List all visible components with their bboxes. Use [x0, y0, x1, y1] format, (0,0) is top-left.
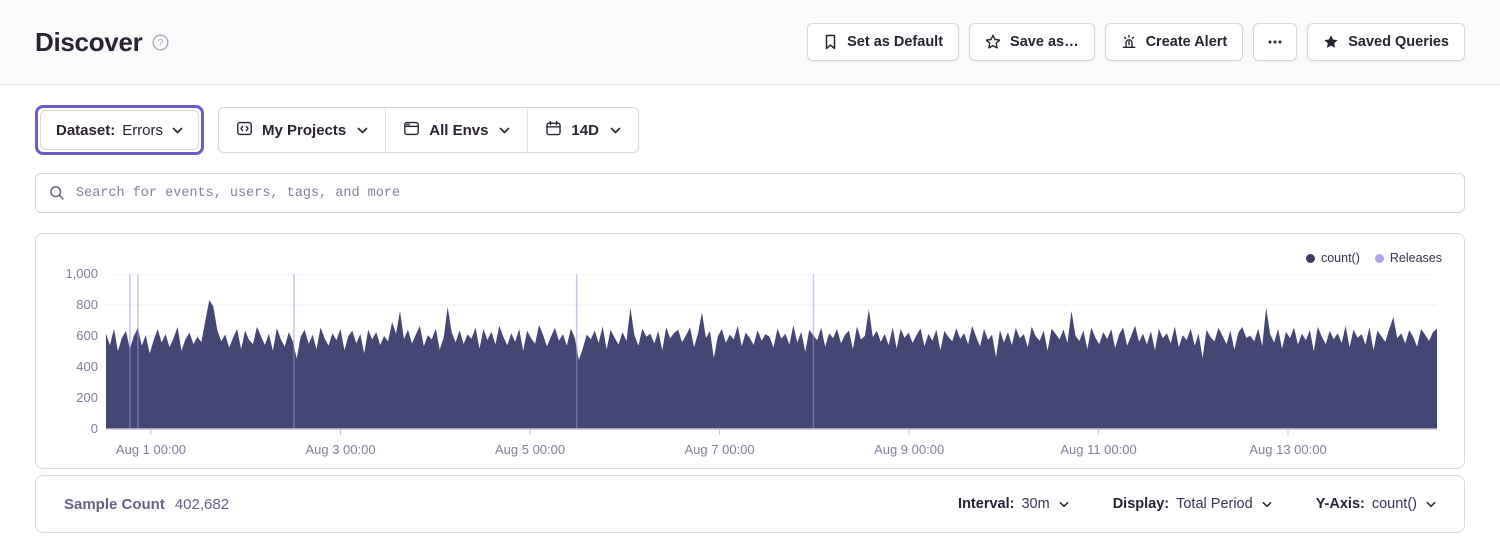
page-filter-bar: My Projects All Envs 14D	[218, 107, 639, 153]
y-axis-tick-label: 800	[76, 297, 98, 312]
save-as-button[interactable]: Save as…	[969, 23, 1095, 61]
chevron-down-icon	[172, 127, 183, 134]
count-area-series	[106, 300, 1437, 429]
set-as-default-label: Set as Default	[847, 34, 944, 50]
legend-label-releases: Releases	[1389, 251, 1442, 265]
chevron-down-icon	[499, 127, 510, 134]
y-axis-tick-label: 0	[90, 421, 98, 436]
x-axis-tick-label: Aug 1 00:00	[115, 442, 187, 457]
x-axis-tick-label: Aug 9 00:00	[874, 442, 945, 457]
y-axis-labels: 0 200 400 600 800 1,000	[36, 234, 98, 468]
releases-series-dot	[1374, 253, 1384, 263]
window-icon	[403, 120, 420, 141]
x-axis-labels: Aug 1 00:00 Aug 3 00:00 Aug 5 00:00 Aug 7 0…	[106, 442, 1437, 458]
saved-queries-button[interactable]: Saved Queries	[1307, 23, 1465, 61]
save-as-label: Save as…	[1010, 34, 1079, 50]
chevron-down-icon	[1262, 501, 1272, 508]
interval-dropdown[interactable]: Interval: 30m	[958, 496, 1069, 512]
page-header: Discover ? Set as Default Save as… Creat…	[0, 0, 1500, 85]
search-row	[0, 155, 1500, 213]
y-axis-tick-label: 400	[76, 359, 98, 374]
count-series-dot	[1305, 253, 1315, 263]
more-options-button[interactable]	[1253, 23, 1298, 61]
create-alert-button[interactable]: Create Alert	[1104, 23, 1244, 61]
search-icon	[49, 185, 65, 201]
set-as-default-button[interactable]: Set as Default	[807, 23, 960, 61]
y-axis-tick-label: 1,000	[65, 266, 98, 281]
date-range-dropdown[interactable]: 14D	[527, 108, 638, 152]
dataset-highlight: Dataset: Errors	[35, 105, 205, 155]
bookmark-icon	[823, 34, 838, 50]
search-box	[35, 173, 1465, 213]
legend-item-releases[interactable]: Releases	[1374, 251, 1442, 265]
display-dropdown[interactable]: Display: Total Period	[1113, 496, 1272, 512]
projects-label: My Projects	[262, 121, 347, 139]
dataset-label: Dataset:	[56, 121, 116, 139]
star-filled-icon	[1323, 34, 1339, 50]
x-axis-tick-label: Aug 3 00:00	[305, 442, 376, 457]
dataset-dropdown[interactable]: Dataset: Errors	[40, 110, 200, 150]
interval-value: 30m	[1021, 496, 1050, 512]
chart-plot-area[interactable]	[106, 274, 1437, 437]
header-actions: Set as Default Save as… Create Alert Sav…	[807, 23, 1465, 61]
chevron-down-icon	[1426, 501, 1436, 508]
y-axis-tick-label: 600	[76, 328, 98, 343]
calendar-icon	[545, 120, 562, 141]
y-axis-value: count()	[1371, 496, 1417, 512]
sample-count-label: Sample Count	[64, 495, 165, 513]
saved-queries-label: Saved Queries	[1348, 34, 1449, 50]
chart-footer: Sample Count 402,682 Interval: 30m Displ…	[35, 475, 1465, 533]
x-axis-tick-label: Aug 7 00:00	[684, 442, 755, 457]
events-chart-panel: count() Releases 0 200 400 600 800 1,000 Aug …	[35, 233, 1465, 469]
sample-count: Sample Count 402,682	[64, 496, 229, 513]
legend-label-count: count()	[1320, 251, 1360, 265]
search-input[interactable]	[74, 184, 1451, 202]
chart-controls: Interval: 30m Display: Total Period Y-Ax…	[958, 496, 1436, 512]
chart-svg	[106, 274, 1437, 437]
chevron-down-icon	[357, 127, 368, 134]
chevron-down-icon	[610, 127, 621, 134]
help-icon[interactable]: ?	[152, 34, 169, 51]
date-range-label: 14D	[571, 121, 599, 139]
dataset-value: Errors	[122, 121, 164, 139]
display-label: Display:	[1112, 496, 1170, 512]
x-axis-tick-label: Aug 11 00:00	[1060, 442, 1137, 457]
svg-text:?: ?	[158, 38, 164, 49]
environments-label: All Envs	[429, 121, 489, 139]
ellipsis-icon	[1266, 34, 1284, 50]
display-value: Total Period	[1176, 496, 1253, 512]
interval-label: Interval:	[958, 496, 1015, 512]
projects-icon	[236, 120, 253, 141]
chevron-down-icon	[1059, 501, 1069, 508]
star-outline-icon	[985, 34, 1001, 50]
legend-item-count[interactable]: count()	[1305, 251, 1360, 265]
page-title: Discover	[35, 26, 143, 57]
y-axis-label: Y-Axis:	[1315, 496, 1365, 512]
chart-legend: count() Releases	[1305, 251, 1442, 265]
create-alert-label: Create Alert	[1145, 34, 1228, 50]
sample-count-value: 402,682	[174, 495, 230, 513]
environments-dropdown[interactable]: All Envs	[385, 108, 527, 152]
siren-icon	[1121, 34, 1137, 50]
y-axis-tick-label: 200	[76, 390, 98, 405]
filter-row: Dataset: Errors My Projects All Envs	[0, 85, 1500, 155]
y-axis-dropdown[interactable]: Y-Axis: count()	[1316, 496, 1436, 512]
projects-dropdown[interactable]: My Projects	[219, 108, 385, 152]
x-axis-tick-label: Aug 13 00:00	[1249, 442, 1327, 457]
x-axis-tick-label: Aug 5 00:00	[494, 442, 566, 457]
